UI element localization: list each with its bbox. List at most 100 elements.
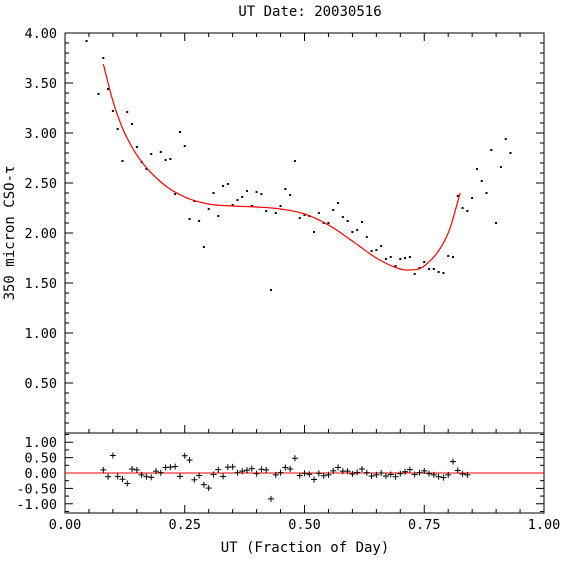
data-point [480,180,483,182]
y-tick-label: 2.00 [24,226,57,242]
residual-marker [291,455,298,462]
data-point [475,168,478,170]
residual-marker [358,466,365,472]
residual-marker [153,468,160,475]
data-point [164,159,167,161]
residual-marker [406,466,413,473]
data-point [313,231,316,233]
y-tick-label: 3.50 [24,76,57,92]
data-point [346,220,349,222]
data-point [102,57,105,59]
residual-marker [253,470,260,477]
residual-marker [402,468,409,475]
resid-y-tick-label: -1.00 [16,497,57,513]
data-point [241,196,244,198]
data-point [226,183,229,185]
residual-marker [330,467,337,474]
data-point [341,216,344,218]
data-point [442,272,445,274]
data-point [150,153,153,155]
residual-marker [421,467,428,474]
residual-marker [320,472,327,479]
data-point [437,271,440,273]
residual-marker [244,467,251,474]
residual-marker [311,476,318,483]
data-point [222,185,225,187]
data-point [116,128,119,130]
residual-marker [186,457,193,464]
data-point [351,231,354,233]
residual-marker [282,464,289,471]
residual-marker [119,476,126,483]
residual-marker [267,495,274,502]
y-tick-label: 4.00 [24,26,57,42]
residual-marker [354,469,361,476]
data-point [380,245,383,247]
data-point [250,205,253,207]
data-point [356,229,359,231]
data-point [269,289,272,291]
data-point [317,212,320,214]
data-point [255,191,258,193]
residual-marker [459,470,466,477]
residual-marker [344,468,351,475]
data-point [169,158,172,160]
residual-marker [167,464,174,471]
data-point [456,195,459,197]
residual-marker [200,481,207,488]
residual-marker [234,469,241,476]
residual-marker [335,464,342,471]
data-point [471,197,474,199]
data-point [332,209,335,211]
data-point [107,88,110,90]
data-point [389,256,392,258]
residual-marker [100,466,107,473]
tau-measurements [85,40,512,291]
residual-axis-ticks: -1.00-0.500.000.501.000.00 0.25 0.50 0.75 1.… [16,434,560,533]
residual-marker [287,466,294,472]
data-point [274,212,277,214]
residual-marker [378,470,385,476]
resid-y-tick-label: 1.00 [24,435,57,451]
residual-marker [205,485,212,492]
y-tick-label: 3.00 [24,126,57,142]
data-point [265,210,268,212]
data-point [111,110,114,112]
residual-marker [133,466,140,473]
y-tick-label: 2.50 [24,176,57,192]
residual-marker [382,473,389,480]
residual-marker [430,471,437,478]
residual-marker [325,471,332,478]
data-point [509,152,512,154]
data-point [404,257,407,259]
data-point [451,256,454,258]
chart-title: UT Date: 20030516 [238,4,381,20]
data-point [447,255,450,257]
residual-marker [368,473,375,480]
data-point [178,131,181,133]
residual-marker [191,476,198,483]
x-tick-label: 0.00 [49,517,82,533]
residual-marker [181,452,188,459]
residual-marker [157,469,164,476]
residual-marker [143,473,150,480]
residual-marker [258,466,265,473]
residual-marker [215,466,222,473]
residual-marker [220,473,227,480]
residual-marker [411,471,418,478]
residual-marker [210,471,217,478]
data-point [298,217,301,219]
residual-marker [124,480,131,487]
main-plot-frame [64,32,545,434]
residual-marker [373,471,380,478]
residual-marker [440,474,447,481]
data-point [375,249,378,251]
data-point [159,151,162,153]
data-point [174,193,177,195]
residual-marker [229,463,236,470]
data-point [461,207,464,209]
data-point [384,258,387,260]
residual-marker [301,470,308,477]
data-point [303,214,306,216]
residual-marker [148,474,155,481]
